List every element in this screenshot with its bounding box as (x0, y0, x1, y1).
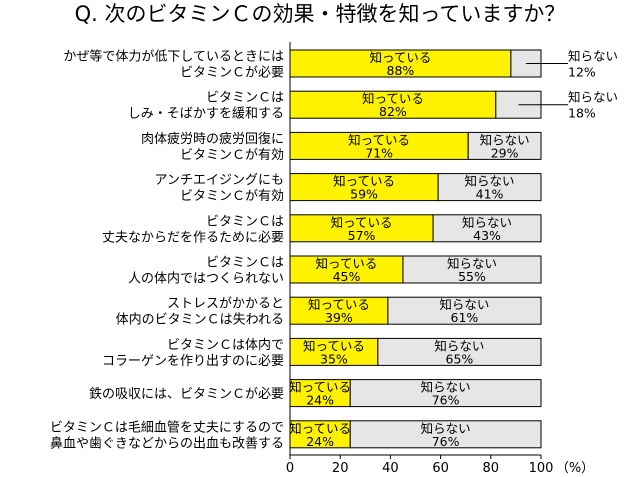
series-label-unknown: 知らない (434, 338, 484, 353)
category-label: しみ・そばかすを緩和する (128, 107, 284, 122)
category-label: コラーゲンを作り出すのに必要 (102, 354, 284, 369)
data-label-unknown: 43% (473, 228, 501, 243)
data-label-known: 39% (325, 310, 353, 325)
chart-title: Q. 次のビタミンＣの効果・特徴を知っていますか？ (74, 2, 566, 26)
series-label-known: 知っている (289, 380, 351, 395)
data-label-unknown: 12% (568, 65, 596, 80)
category-label: アンチエイジングにも (155, 173, 284, 188)
x-tick-label: 40 (382, 461, 399, 476)
bar-unknown (467, 131, 542, 160)
category-label: ビタミンＣは (206, 91, 284, 106)
series-label-unknown: 知らない (480, 132, 530, 147)
series-label-unknown: 知らない (465, 174, 515, 189)
category-label: かぜ等で体力が低下しているときには (63, 49, 284, 65)
x-axis-unit: （%） (556, 461, 594, 476)
bar-unknown (402, 255, 542, 284)
x-tick-label: 60 (432, 461, 449, 476)
x-tick-label: 80 (483, 461, 500, 476)
series-label-known: 知っている (348, 132, 410, 147)
bar-known (289, 420, 351, 449)
data-label-unknown: 61% (451, 310, 479, 325)
x-tick-label: 20 (332, 461, 349, 476)
category-label: ビタミンＣは毛細血管を丈夫にするので (50, 420, 284, 435)
bar-known (289, 49, 512, 78)
data-label-known: 24% (306, 434, 334, 449)
data-label-known: 57% (348, 228, 376, 243)
bar-unknown (349, 420, 542, 449)
series-label-unknown: 知らない (421, 380, 471, 395)
x-tick-label: 100 (529, 461, 554, 476)
series-label-unknown: 知らない (439, 297, 489, 312)
data-label-known: 88% (387, 63, 415, 78)
bar-unknown (432, 214, 542, 243)
data-label-unknown: 65% (446, 351, 474, 366)
series-label-known: 知っている (369, 50, 431, 65)
category-label: 丈夫なからだを作るために必要 (102, 230, 284, 245)
category-label: ビタミンＣが有効 (180, 148, 284, 163)
category-label: 鉄の吸収には、ビタミンＣが必要 (89, 387, 284, 402)
category-label: ビタミンＣが必要 (180, 66, 284, 81)
series-label-known: 知っている (362, 91, 424, 106)
data-label-known: 71% (365, 145, 393, 160)
data-label-known: 35% (320, 351, 348, 366)
category-label: 鼻血や歯ぐきなどからの出血も改善する (50, 435, 284, 451)
series-label-unknown: 知らない (421, 421, 471, 436)
series-label-known: 知っている (316, 256, 378, 271)
bar-known (289, 214, 434, 243)
series-label-known: 知っている (331, 215, 393, 230)
data-label-known: 24% (306, 393, 334, 408)
series-label-known: 知っている (308, 297, 370, 312)
data-label-known: 82% (379, 104, 407, 119)
bar-known (289, 379, 351, 408)
data-label-known: 45% (333, 269, 361, 284)
series-label-known: 知っている (289, 421, 351, 436)
category-label: ビタミンＣは体内で (167, 337, 284, 353)
bar-unknown (387, 296, 542, 325)
bar-unknown (377, 337, 542, 366)
data-label-unknown: 76% (432, 434, 460, 449)
series-label-unknown: 知らない (462, 215, 512, 230)
data-label-unknown: 29% (491, 145, 519, 160)
series-label-unknown: 知らない (568, 49, 618, 64)
category-label: ビタミンＣは (206, 214, 284, 229)
data-label-known: 59% (350, 187, 378, 202)
category-label: 人の体内ではつくられない (128, 271, 284, 287)
series-label-unknown: 知らない (447, 256, 497, 271)
category-label: 体内のビタミンＣは失われる (116, 312, 284, 328)
data-label-unknown: 18% (568, 106, 596, 121)
series-label-known: 知っている (333, 174, 395, 189)
category-label: ストレスがかかると (167, 297, 284, 312)
category-label: ビタミンＣが有効 (180, 189, 284, 204)
data-label-unknown: 55% (458, 269, 486, 284)
data-label-unknown: 76% (432, 393, 460, 408)
category-label: ビタミンＣは (206, 256, 284, 271)
data-label-unknown: 41% (476, 187, 504, 202)
x-tick-label: 0 (286, 461, 294, 476)
bar-unknown (437, 173, 542, 202)
series-label-unknown: 知らない (568, 90, 618, 105)
series-label-known: 知っている (303, 338, 365, 353)
category-label: 肉体疲労時の疲労回復に (141, 131, 284, 147)
bar-unknown (349, 379, 542, 408)
